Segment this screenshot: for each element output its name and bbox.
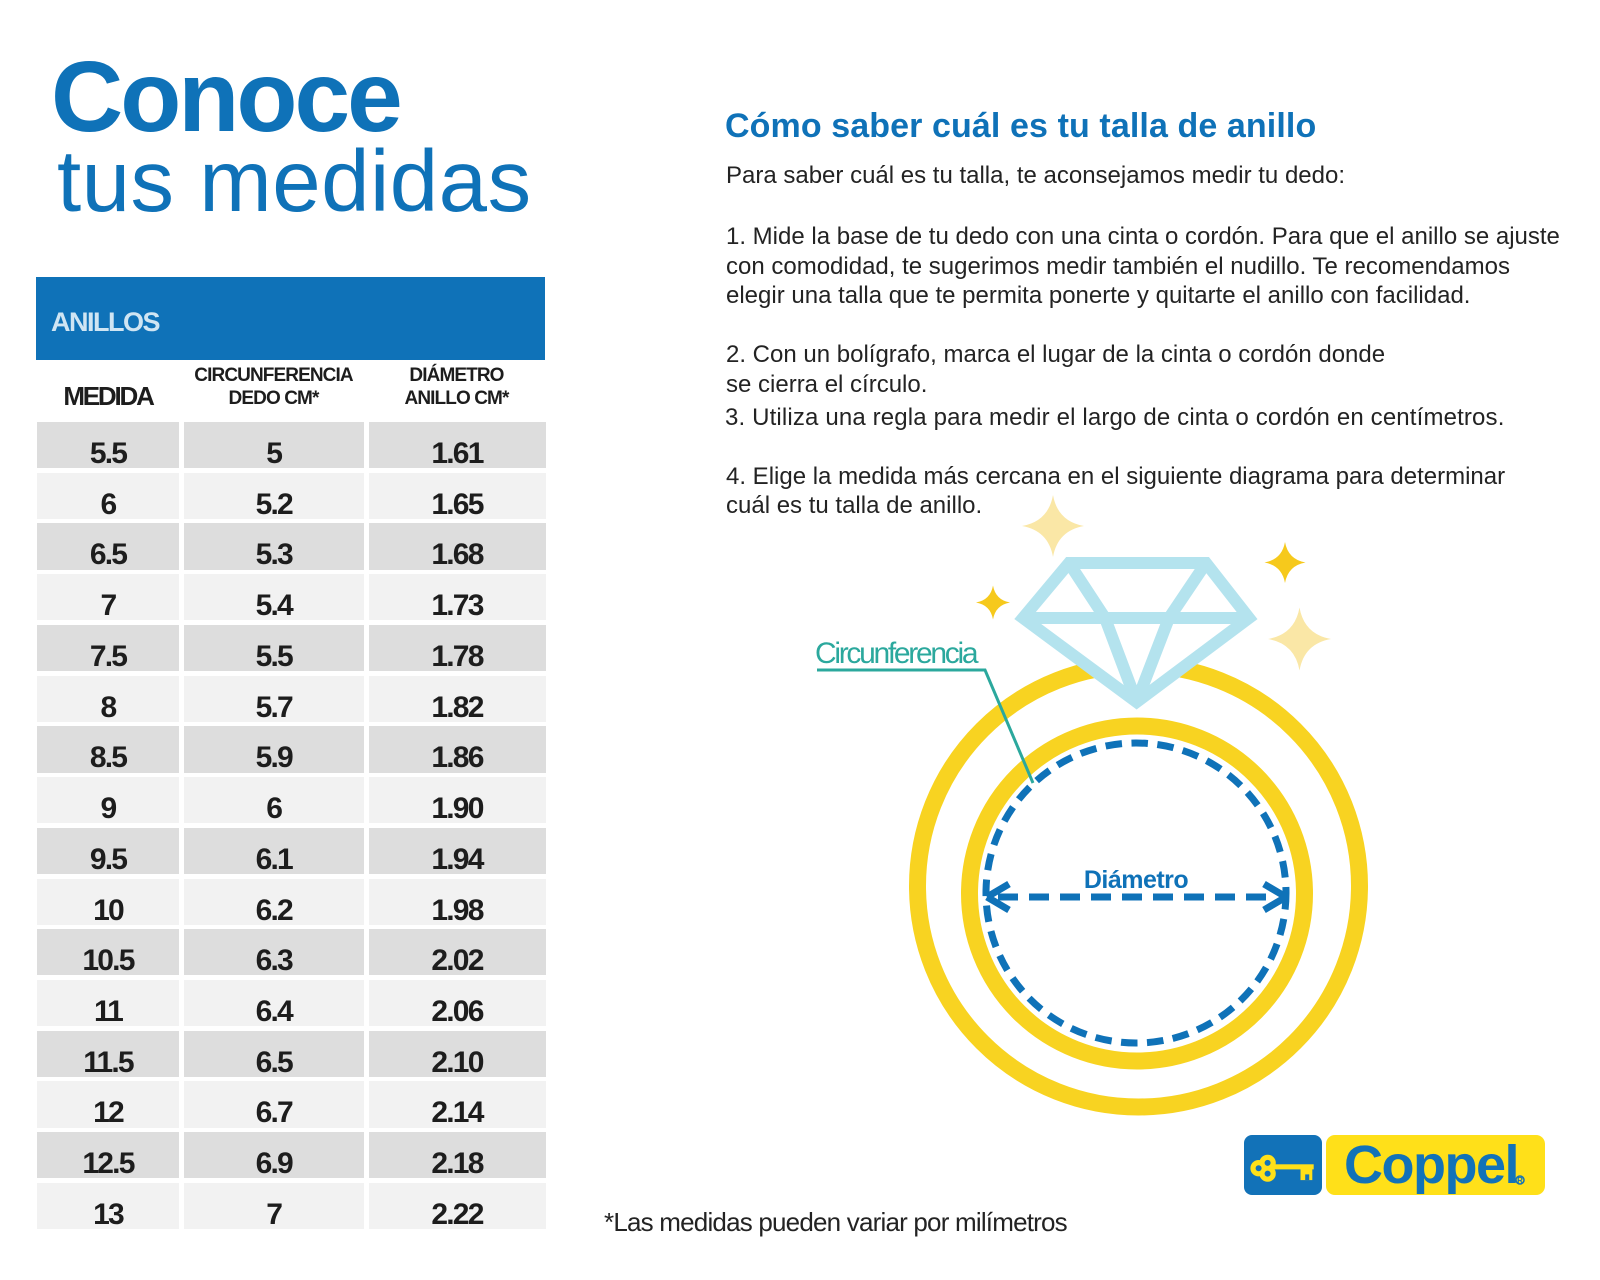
svg-text:R: R [1517,1176,1523,1185]
